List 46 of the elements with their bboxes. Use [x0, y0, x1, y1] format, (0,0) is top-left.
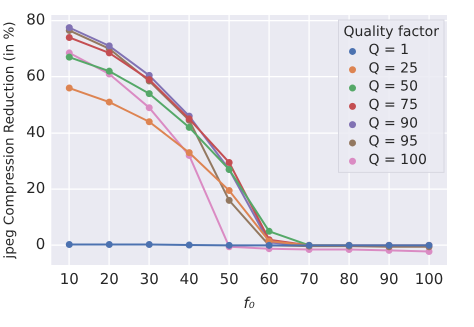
point	[106, 42, 113, 50]
point	[66, 34, 73, 41]
point	[266, 228, 273, 235]
legend-label: Q = 75	[368, 96, 418, 113]
x-tick-label: 30	[140, 270, 159, 288]
legend-label: Q = 90	[368, 115, 418, 132]
y-tick-label: 60	[26, 66, 46, 85]
x-tick-label: 60	[260, 270, 279, 288]
point	[226, 158, 233, 166]
x-tick-label: 20	[100, 270, 119, 288]
legend-label: Q = 95	[368, 134, 418, 150]
y-tick-label: 80	[26, 10, 46, 29]
legend-label: Q = 25	[368, 60, 418, 76]
x-tick-label: 40	[180, 270, 199, 288]
point	[146, 118, 153, 126]
point	[186, 242, 193, 249]
x-tick-label: 70	[300, 270, 319, 288]
x-tick-label: 90	[379, 270, 399, 288]
point	[66, 54, 73, 61]
x-tick-label: 10	[60, 270, 79, 288]
point	[146, 104, 153, 112]
point	[186, 124, 193, 131]
legend-label: Q = 50	[368, 78, 418, 95]
y-tick-label: 20	[26, 179, 46, 198]
point	[66, 240, 73, 248]
y-axis-title: jpeg Compression Reduction (in %)	[2, 21, 18, 260]
point	[106, 98, 113, 106]
x-tick-label: 80	[340, 270, 359, 288]
point	[106, 240, 113, 248]
y-tick-label: 0	[36, 235, 46, 254]
legend-label: Q = 1	[368, 42, 410, 58]
point	[106, 49, 113, 56]
point	[66, 24, 73, 32]
point	[146, 240, 153, 248]
point	[106, 68, 113, 75]
point	[186, 149, 193, 156]
point	[66, 84, 73, 92]
legend-title: Quality factor	[344, 24, 440, 40]
y-tick-label: 40	[26, 122, 46, 141]
legend-label: Q = 100	[368, 152, 427, 168]
point	[226, 187, 233, 194]
x-tick-label: 100	[414, 270, 444, 288]
point	[146, 90, 153, 98]
x-axis-title: f₀	[243, 294, 255, 312]
point	[226, 196, 233, 204]
x-tick-label: 50	[220, 270, 239, 288]
